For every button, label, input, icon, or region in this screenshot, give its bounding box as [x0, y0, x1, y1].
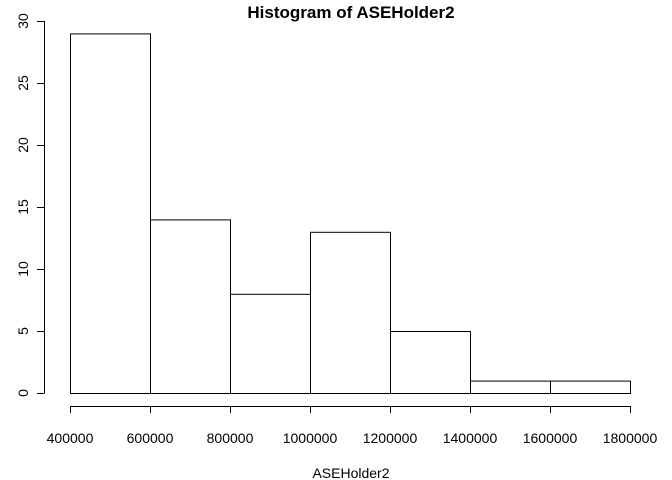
y-tick-label: 20 [15, 137, 31, 153]
y-tick-label: 15 [15, 199, 31, 215]
histogram-bar [390, 331, 471, 394]
y-tick-label: 30 [15, 13, 31, 29]
histogram-bar [310, 231, 391, 394]
histogram-bar [470, 380, 551, 395]
histogram-bar [230, 293, 311, 394]
y-tick-label: 5 [15, 327, 31, 335]
x-tick-label: 1800000 [603, 430, 658, 446]
histogram-bar [550, 380, 631, 395]
x-tick-label: 1200000 [363, 430, 418, 446]
x-tick-label: 1000000 [283, 430, 338, 446]
y-tick-label: 0 [15, 389, 31, 397]
y-tick-label: 10 [15, 261, 31, 277]
x-tick-label: 600000 [127, 430, 174, 446]
x-tick-label: 800000 [207, 430, 254, 446]
x-tick-label: 400000 [47, 430, 94, 446]
histogram-bar [70, 33, 151, 395]
x-axis: 400000 600000 800000 1000000 1200000 1400000 1… [47, 406, 658, 446]
histogram-bar [150, 219, 231, 394]
y-tick-label: 25 [15, 75, 31, 91]
x-tick-label: 1600000 [523, 430, 578, 446]
chart-title: Histogram of ASEHolder2 [247, 3, 454, 22]
x-tick-label: 1400000 [443, 430, 498, 446]
x-axis-label: ASEHolder2 [312, 465, 389, 480]
y-axis: 0 5 10 15 20 25 30 [15, 13, 45, 397]
bars-group [70, 33, 631, 395]
